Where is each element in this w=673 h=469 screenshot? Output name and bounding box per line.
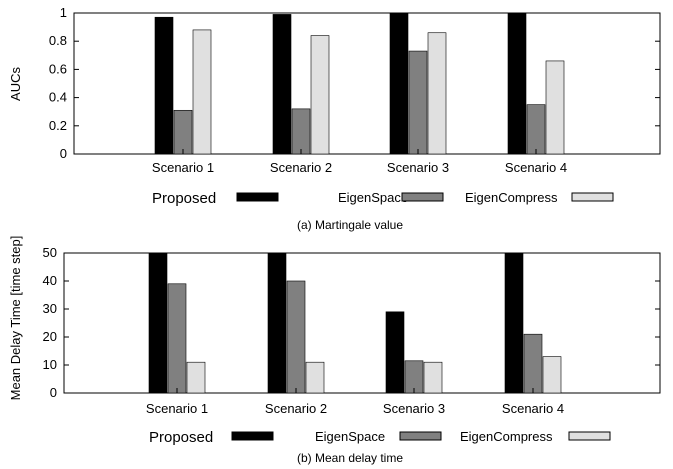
bars-group (155, 13, 564, 154)
x-tick-label: Scenario 4 (505, 160, 567, 175)
bar-proposed (386, 312, 404, 393)
x-tick-label: Scenario 4 (502, 401, 564, 416)
bar-eigenspace (524, 334, 542, 393)
y-tick-label: 1 (60, 5, 67, 20)
bar-eigenspace (168, 284, 186, 393)
bar-eigencompress (187, 362, 205, 393)
bar-proposed (268, 253, 286, 393)
y-tick-label: 10 (43, 357, 57, 372)
bar-eigenspace (174, 110, 192, 154)
x-tick-label: Scenario 2 (270, 160, 332, 175)
legend-swatch-proposed (232, 432, 273, 440)
bar-eigencompress (424, 362, 442, 393)
x-tick-label: Scenario 3 (387, 160, 449, 175)
x-tick-label: Scenario 3 (383, 401, 445, 416)
legend-swatch-eigencompress (569, 432, 610, 440)
y-tick-label: 0.4 (49, 90, 67, 105)
bars-group (149, 253, 561, 393)
bar-proposed (505, 253, 523, 393)
bar-eigencompress (193, 30, 211, 154)
bar-proposed (508, 13, 526, 154)
caption: (b) Mean delay time (297, 451, 403, 465)
y-tick-label: 40 (43, 273, 57, 288)
bar-eigenspace (287, 281, 305, 393)
y-tick-label: 0.2 (49, 118, 67, 133)
x-tick-label: Scenario 1 (146, 401, 208, 416)
legend-swatch-eigencompress (572, 193, 613, 201)
legend-label-proposed: Proposed (149, 429, 213, 446)
bar-eigencompress (546, 61, 564, 154)
legend-swatch-eigenspace (402, 193, 443, 201)
y-tick-label: 30 (43, 301, 57, 316)
y-axis-ticks: 0 0.2 0.4 0.6 0.8 1 (49, 5, 660, 161)
x-axis-categories: Scenario 1 Scenario 2 Scenario 3 Scenario 4 (152, 149, 567, 175)
y-tick-label: 50 (43, 245, 57, 260)
chart-martingale-value: 00.20.40.60.81 Scenario 1 Scenario 2 Scena… (8, 5, 660, 232)
x-tick-label: Scenario 1 (152, 160, 214, 175)
y-axis-label: AUCs (8, 67, 23, 101)
legend-label-eigencompress: EigenCompress (465, 190, 558, 205)
legend-swatch-proposed (237, 193, 278, 201)
bar-proposed (149, 253, 167, 393)
bar-eigencompress (543, 357, 561, 393)
x-tick-label: Scenario 2 (265, 401, 327, 416)
legend-label-proposed: Proposed (152, 190, 216, 207)
bar-eigenspace (409, 51, 427, 154)
x-axis-categories: Scenario 1 Scenario 2 Scenario 3 Scenario 4 (146, 388, 564, 416)
y-tick-label: 0.6 (49, 61, 67, 76)
bar-proposed (390, 13, 408, 154)
bar-proposed (155, 17, 173, 154)
legend: Proposed EigenSpace EigenCompress (149, 429, 610, 446)
bar-eigenspace (292, 109, 310, 154)
legend-label-eigenspace: EigenSpace (338, 190, 408, 205)
y-axis-ticks: 0 10 20 30 40 50 (43, 245, 660, 400)
caption: (a) Martingale value (297, 218, 403, 232)
bar-eigencompress (311, 36, 329, 154)
y-tick-label: 0 (60, 146, 67, 161)
bar-eigencompress (428, 33, 446, 154)
y-tick-label: 0.8 (49, 33, 67, 48)
legend-label-eigenspace: EigenSpace (315, 429, 385, 444)
bar-eigencompress (306, 362, 324, 393)
bar-proposed (273, 14, 291, 154)
legend-swatch-eigenspace (400, 432, 441, 440)
y-axis-label: Mean Delay Time [time step] (8, 236, 23, 401)
legend-label-eigencompress: EigenCompress (460, 429, 553, 444)
y-tick-label: 20 (43, 329, 57, 344)
legend: Proposed EigenSpace EigenCompress (152, 190, 613, 207)
bar-eigenspace (527, 105, 545, 154)
y-tick-label: 0 (50, 385, 57, 400)
